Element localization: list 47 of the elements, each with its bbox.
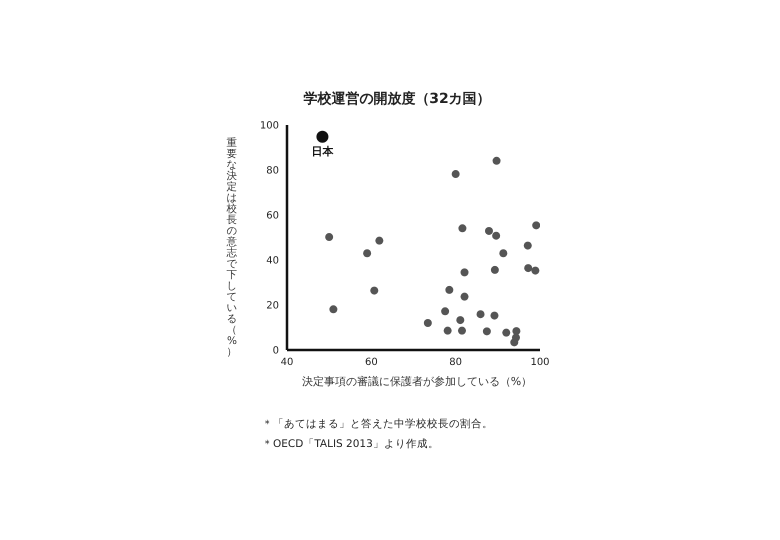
x-tick-label: 80 — [449, 357, 462, 368]
point — [499, 249, 508, 258]
point — [363, 249, 372, 258]
point — [476, 310, 485, 318]
x-axis-title: 決定事項の審議に保護者が参加している（%） — [300, 374, 534, 389]
point — [375, 236, 384, 245]
point — [510, 338, 518, 346]
text: 重要な決定は校長の意志で下している（%） — [226, 137, 238, 358]
text: ＊「あてはまる」と答えた中学校校長の割合。 — [262, 417, 493, 431]
y-tick-label: 0 — [272, 346, 279, 357]
point — [490, 312, 498, 320]
point — [329, 305, 338, 314]
point — [490, 266, 499, 274]
point — [460, 268, 469, 276]
text: ＊OECD「TALIS 2013」より作成。 — [262, 437, 439, 451]
point — [316, 130, 328, 143]
point — [484, 226, 493, 235]
point — [445, 286, 454, 294]
chart-title: 学校運営の開放度（32カ国） — [302, 90, 492, 108]
x-tick-label: 60 — [364, 357, 378, 368]
point — [424, 319, 432, 327]
y-tick-label: 60 — [266, 210, 279, 222]
point — [325, 233, 334, 242]
y-tick-label: 20 — [266, 300, 279, 312]
point — [458, 224, 466, 232]
point — [370, 286, 378, 295]
point — [444, 326, 452, 335]
point — [502, 328, 510, 337]
point — [441, 307, 450, 316]
point — [460, 292, 469, 301]
point — [456, 316, 464, 324]
point — [452, 170, 460, 178]
point — [531, 266, 540, 275]
point — [458, 326, 466, 335]
point — [482, 327, 491, 336]
x-tick-label: 40 — [280, 357, 294, 368]
y-tick-label: 100 — [260, 120, 279, 132]
point — [524, 264, 532, 272]
point — [492, 232, 500, 240]
point — [512, 327, 520, 336]
y-tick-label: 40 — [266, 256, 279, 267]
point — [524, 242, 532, 250]
x-tick-label: 100 — [530, 357, 550, 368]
point — [532, 221, 540, 230]
series-label: 日本 — [311, 145, 334, 158]
point — [492, 156, 501, 165]
y-tick-label: 80 — [266, 166, 279, 177]
